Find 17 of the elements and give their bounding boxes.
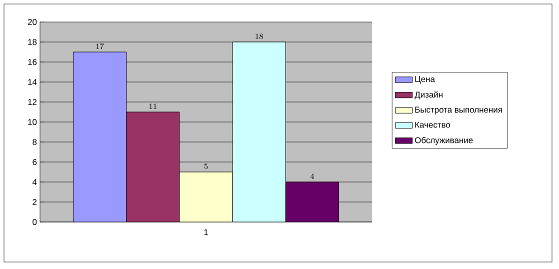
y-tick-label: 16 — [28, 59, 37, 65]
legend-label: Обслуживание — [415, 136, 473, 145]
y-tick-label: 6 — [32, 159, 37, 165]
y-tick-label: 2 — [32, 199, 37, 205]
y-tick-label: 14 — [28, 79, 37, 85]
legend-label: Цена — [415, 76, 435, 84]
y-tick-label: 10 — [28, 119, 37, 125]
y-tick-label: 8 — [32, 139, 37, 145]
legend-label: Быстрота выполнения — [415, 106, 502, 114]
legend-label: Дизайн — [414, 91, 442, 100]
y-tick-label: 20 — [28, 19, 37, 25]
y-tick-label: 4 — [32, 179, 37, 185]
y-tick-label: 18 — [28, 39, 37, 45]
x-tick-label: 1 — [204, 229, 208, 236]
legend-label: Качество — [415, 122, 450, 128]
y-tick-label: 12 — [28, 99, 37, 105]
y-tick-label: 0 — [32, 219, 37, 225]
